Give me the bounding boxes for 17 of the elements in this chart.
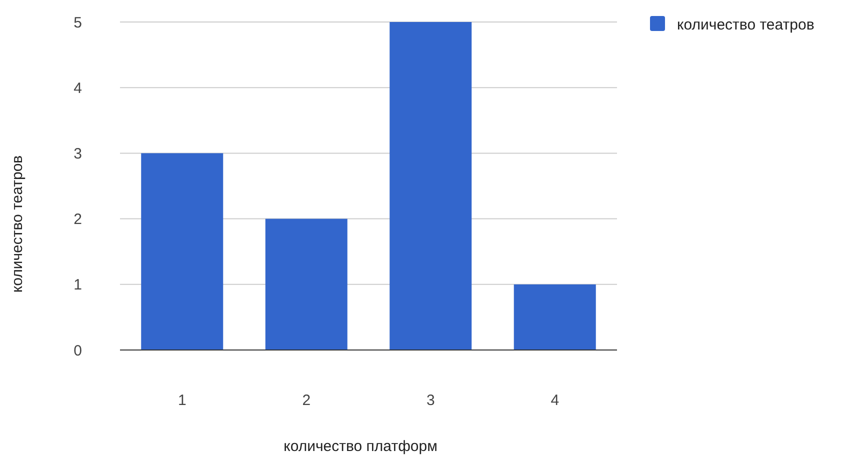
y-tick-label: 5 <box>74 14 82 32</box>
x-tick-label: 1 <box>178 392 186 409</box>
x-tick-label: 2 <box>302 392 311 409</box>
y-axis-title: количество театров <box>9 155 26 293</box>
y-tick-label: 1 <box>74 276 82 294</box>
y-tick-label: 3 <box>74 145 82 162</box>
x-axis-title: количество платформ <box>284 438 438 455</box>
y-tick-label: 2 <box>74 211 82 228</box>
bar <box>390 22 472 350</box>
y-tick-label: 4 <box>74 80 82 97</box>
bar <box>514 284 596 350</box>
y-tick-label: 0 <box>74 342 82 360</box>
legend-label: количество театров <box>677 16 814 34</box>
x-tick-label: 3 <box>426 392 435 409</box>
bar <box>141 153 224 350</box>
x-tick-label: 4 <box>550 392 560 409</box>
bar <box>265 218 348 350</box>
